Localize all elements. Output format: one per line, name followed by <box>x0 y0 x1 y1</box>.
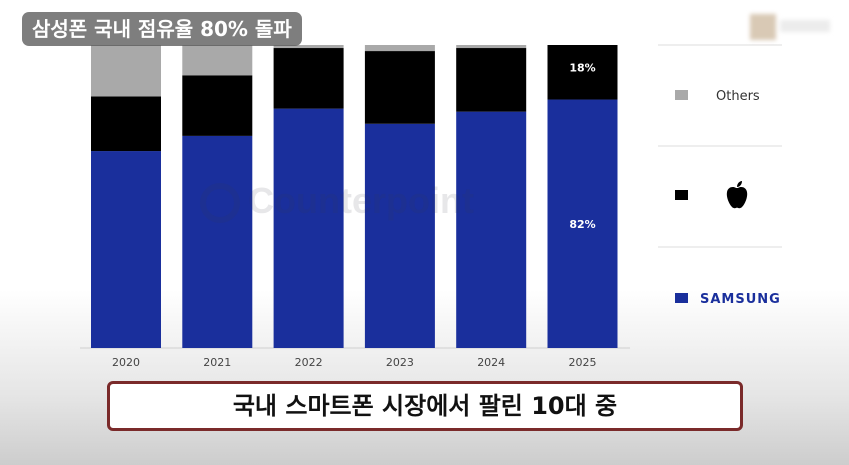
bar-others-2021 <box>182 45 253 76</box>
bar-apple-2025 <box>547 45 618 100</box>
bar-apple-2022 <box>273 48 344 109</box>
x-tick-label: 2021 <box>203 356 231 369</box>
counterpoint-logo-icon <box>200 183 240 224</box>
bar-apple-2024 <box>456 48 527 112</box>
counterpoint-watermark: Counterpoint <box>200 180 474 224</box>
bar-others-2024 <box>456 45 527 49</box>
bar-apple-2021 <box>182 75 253 136</box>
x-tick-label: 2024 <box>477 356 505 369</box>
bar-apple-2023 <box>364 51 435 124</box>
legend-samsung-swatch <box>675 293 688 303</box>
legend-samsung-label: SAMSUNG <box>700 292 781 307</box>
watermark-text: Counterpoint <box>248 180 474 221</box>
legend-apple-swatch <box>675 190 688 200</box>
blurred-channel-logo <box>740 6 840 46</box>
x-tick-label: 2020 <box>112 356 140 369</box>
bar-others-2022 <box>273 45 344 49</box>
data-label-apple-2025: 18% <box>569 61 595 74</box>
bar-samsung-2024 <box>456 111 527 348</box>
data-label-samsung-2025: 82% <box>569 218 595 231</box>
bar-samsung-2022 <box>273 108 344 348</box>
subtitle-caption: 국내 스마트폰 시장에서 팔린 10대 중 <box>107 381 743 431</box>
x-tick-label: 2023 <box>386 356 414 369</box>
x-tick-label: 2022 <box>295 356 323 369</box>
bar-others-2023 <box>364 45 435 52</box>
legend-others-swatch <box>675 90 688 100</box>
bar-others-2020 <box>91 45 161 97</box>
bar-apple-2020 <box>91 96 161 152</box>
bar-samsung-2023 <box>364 123 435 348</box>
bar-samsung-2020 <box>91 151 161 348</box>
x-tick-label: 2025 <box>569 356 597 369</box>
apple-icon <box>726 181 748 209</box>
bar-samsung-2021 <box>182 135 253 348</box>
legend-others-label: Others <box>716 89 760 104</box>
headline-badge: 삼성폰 국내 점유율 80% 돌파 <box>22 12 302 46</box>
